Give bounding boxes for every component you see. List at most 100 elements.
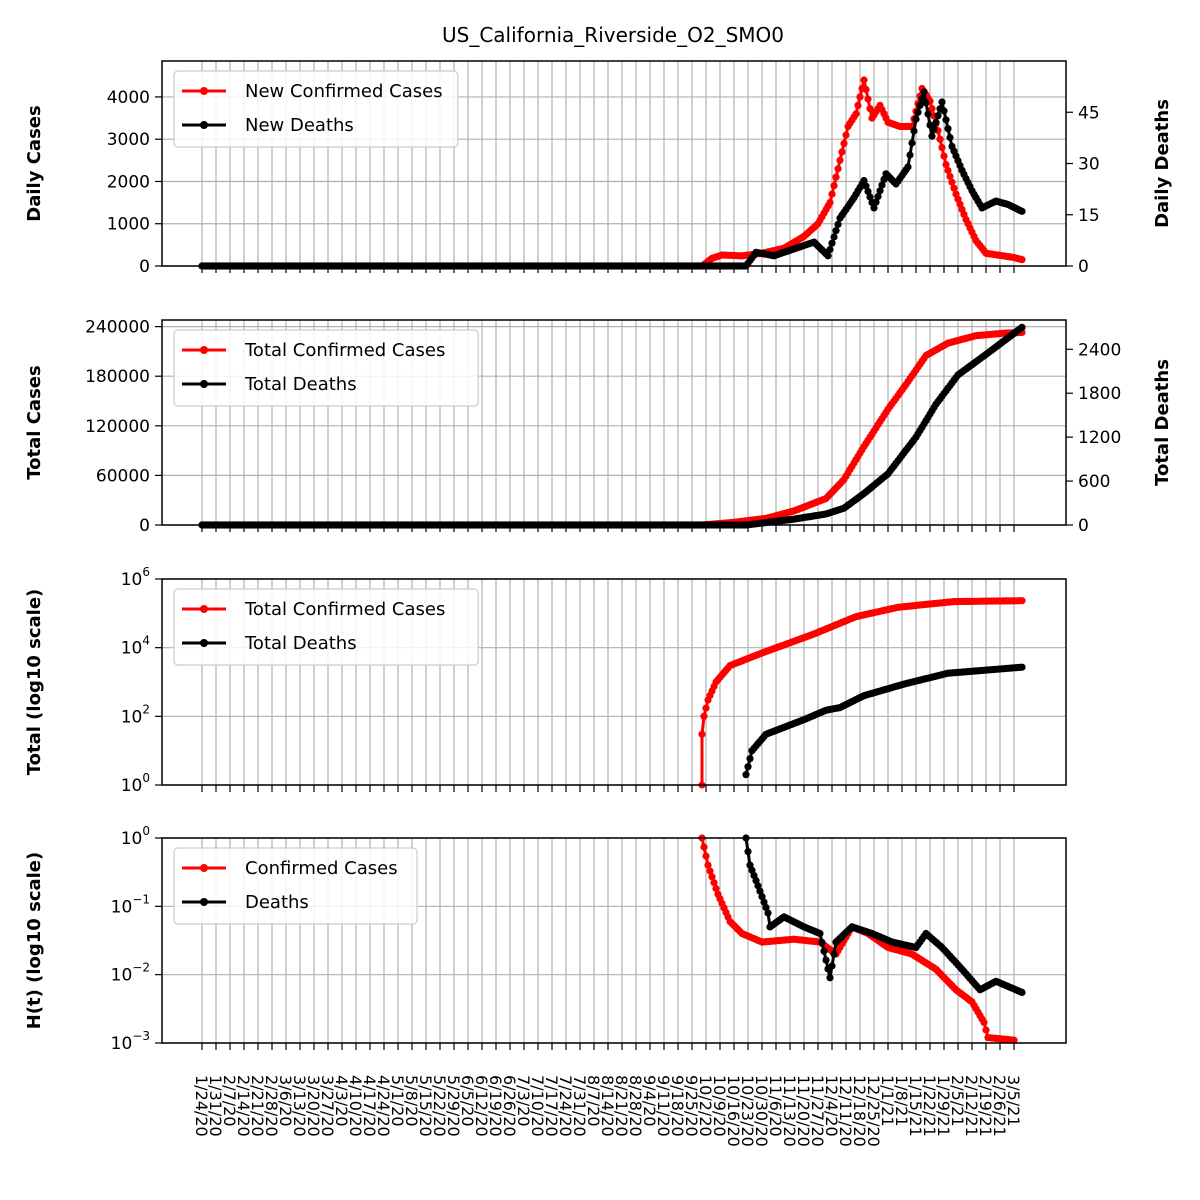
y2-tick-label: 15 — [1078, 206, 1100, 226]
legend-marker — [200, 346, 208, 354]
x-tick-label: 4/3/20 — [332, 1075, 351, 1127]
legend: Total Confirmed Cases Total Deaths — [173, 329, 479, 407]
x-tick-label: 2/12/21 — [962, 1075, 981, 1137]
x-tick-label: 7/24/20 — [556, 1075, 575, 1137]
data-point — [758, 893, 766, 901]
y2-tick-label: 1800 — [1078, 384, 1121, 404]
y-axis-label: Total Cases — [24, 365, 45, 479]
x-tick-label: 4/10/20 — [346, 1075, 365, 1137]
data-point — [832, 227, 840, 235]
x-tick-label: 8/7/20 — [584, 1075, 603, 1127]
data-point — [928, 132, 936, 140]
legend-label: Total Deaths — [244, 633, 357, 654]
axes-frame — [161, 578, 1067, 786]
data-point — [934, 112, 942, 120]
y-axis-label: H(t) (log10 scale) — [24, 852, 45, 1030]
data-point — [756, 887, 764, 895]
x-tick-label: 9/18/20 — [668, 1075, 687, 1137]
data-point — [864, 187, 872, 196]
data-point — [826, 245, 834, 254]
data-point — [920, 88, 928, 96]
data-point — [700, 712, 708, 720]
y2-tick-label: 1200 — [1078, 428, 1121, 448]
series-deaths — [198, 323, 1026, 529]
y-tick-label: 100 — [121, 824, 150, 849]
y-tick-label: 3000 — [107, 130, 150, 150]
x-tick-label: 7/10/20 — [528, 1075, 547, 1137]
legend-marker — [200, 864, 208, 872]
y-tick-label: 2000 — [107, 172, 150, 192]
data-point — [1018, 597, 1026, 605]
legend-label: Deaths — [245, 892, 309, 913]
data-point — [940, 152, 948, 160]
x-tick-label: 5/8/20 — [402, 1075, 421, 1127]
data-point — [712, 884, 720, 893]
data-point — [860, 76, 868, 84]
data-point — [866, 105, 874, 113]
x-tick-label: 10/9/20 — [710, 1075, 729, 1137]
x-tick-label: 6/12/20 — [472, 1075, 491, 1137]
data-point — [700, 843, 708, 851]
data-point — [938, 144, 946, 152]
data-point — [1018, 207, 1026, 215]
x-tick-label: 6/5/20 — [458, 1075, 477, 1127]
legend-marker — [200, 605, 208, 613]
legend-marker — [200, 898, 208, 906]
x-tick-label: 4/17/20 — [360, 1075, 379, 1137]
data-point — [938, 98, 946, 106]
x-tick-label: 1/15/21 — [906, 1075, 925, 1137]
data-point — [1018, 988, 1026, 997]
data-point — [742, 771, 750, 779]
x-tick-label: 3/6/20 — [276, 1075, 295, 1127]
y-tick-label: 4000 — [107, 88, 150, 108]
x-tick-label: 6/26/20 — [500, 1075, 519, 1137]
x-tick-label: 10/2/20 — [696, 1075, 715, 1137]
data-point — [876, 187, 884, 195]
panel-total: 0 60000 120000 180000 240000 0 600 1200 1800 2400… — [24, 318, 1173, 536]
x-tick-label: 1/29/21 — [934, 1075, 953, 1137]
data-point — [760, 898, 768, 906]
x-tick-label: 12/18/20 — [850, 1075, 869, 1147]
y2-tick-label: 600 — [1078, 472, 1110, 492]
y-tick-label: 1000 — [107, 215, 150, 235]
x-tick-label: 9/4/20 — [640, 1075, 659, 1127]
x-tick-label: 11/13/20 — [780, 1075, 799, 1147]
data-point — [944, 125, 952, 133]
legend-marker — [200, 87, 208, 95]
y-tick-label: 180000 — [85, 367, 150, 387]
y2-tick-label: 45 — [1078, 103, 1100, 123]
data-point — [942, 116, 950, 124]
data-point — [840, 139, 848, 147]
data-point — [980, 1018, 988, 1026]
data-point — [942, 161, 950, 169]
panel-log: 100 102 104 106 Total (log10 scale) Total Con… — [24, 565, 1067, 796]
data-point — [754, 882, 762, 890]
data-point — [916, 101, 924, 109]
data-point — [982, 1026, 990, 1034]
x-tick-label: 11/20/20 — [794, 1075, 813, 1147]
data-point — [702, 704, 710, 712]
data-point — [852, 110, 860, 118]
legend-marker — [200, 639, 208, 647]
legend-box — [173, 70, 459, 148]
x-tick-label: 12/4/20 — [822, 1075, 841, 1137]
series-deaths — [742, 834, 1026, 997]
x-tick-label: 3/13/20 — [290, 1075, 309, 1137]
x-tick-label: 5/29/20 — [444, 1075, 463, 1137]
axes-frame — [161, 319, 1067, 526]
x-tick-label: 3/5/21 — [1004, 1075, 1023, 1127]
y2-tick-label: 0 — [1078, 516, 1089, 536]
data-point — [744, 848, 752, 856]
data-point — [744, 763, 752, 771]
x-tick-label: 2/7/20 — [220, 1075, 239, 1127]
series-deaths — [742, 663, 1026, 779]
data-point — [912, 115, 920, 123]
x-tick-label: 7/3/20 — [514, 1075, 533, 1127]
x-tick-label: 11/6/20 — [766, 1075, 785, 1137]
data-point — [708, 873, 716, 881]
x-tick-label: 5/22/20 — [430, 1075, 449, 1137]
data-point — [940, 107, 948, 115]
x-tick-label: 7/17/20 — [542, 1075, 561, 1137]
x-tick-label: 2/19/21 — [976, 1075, 995, 1137]
